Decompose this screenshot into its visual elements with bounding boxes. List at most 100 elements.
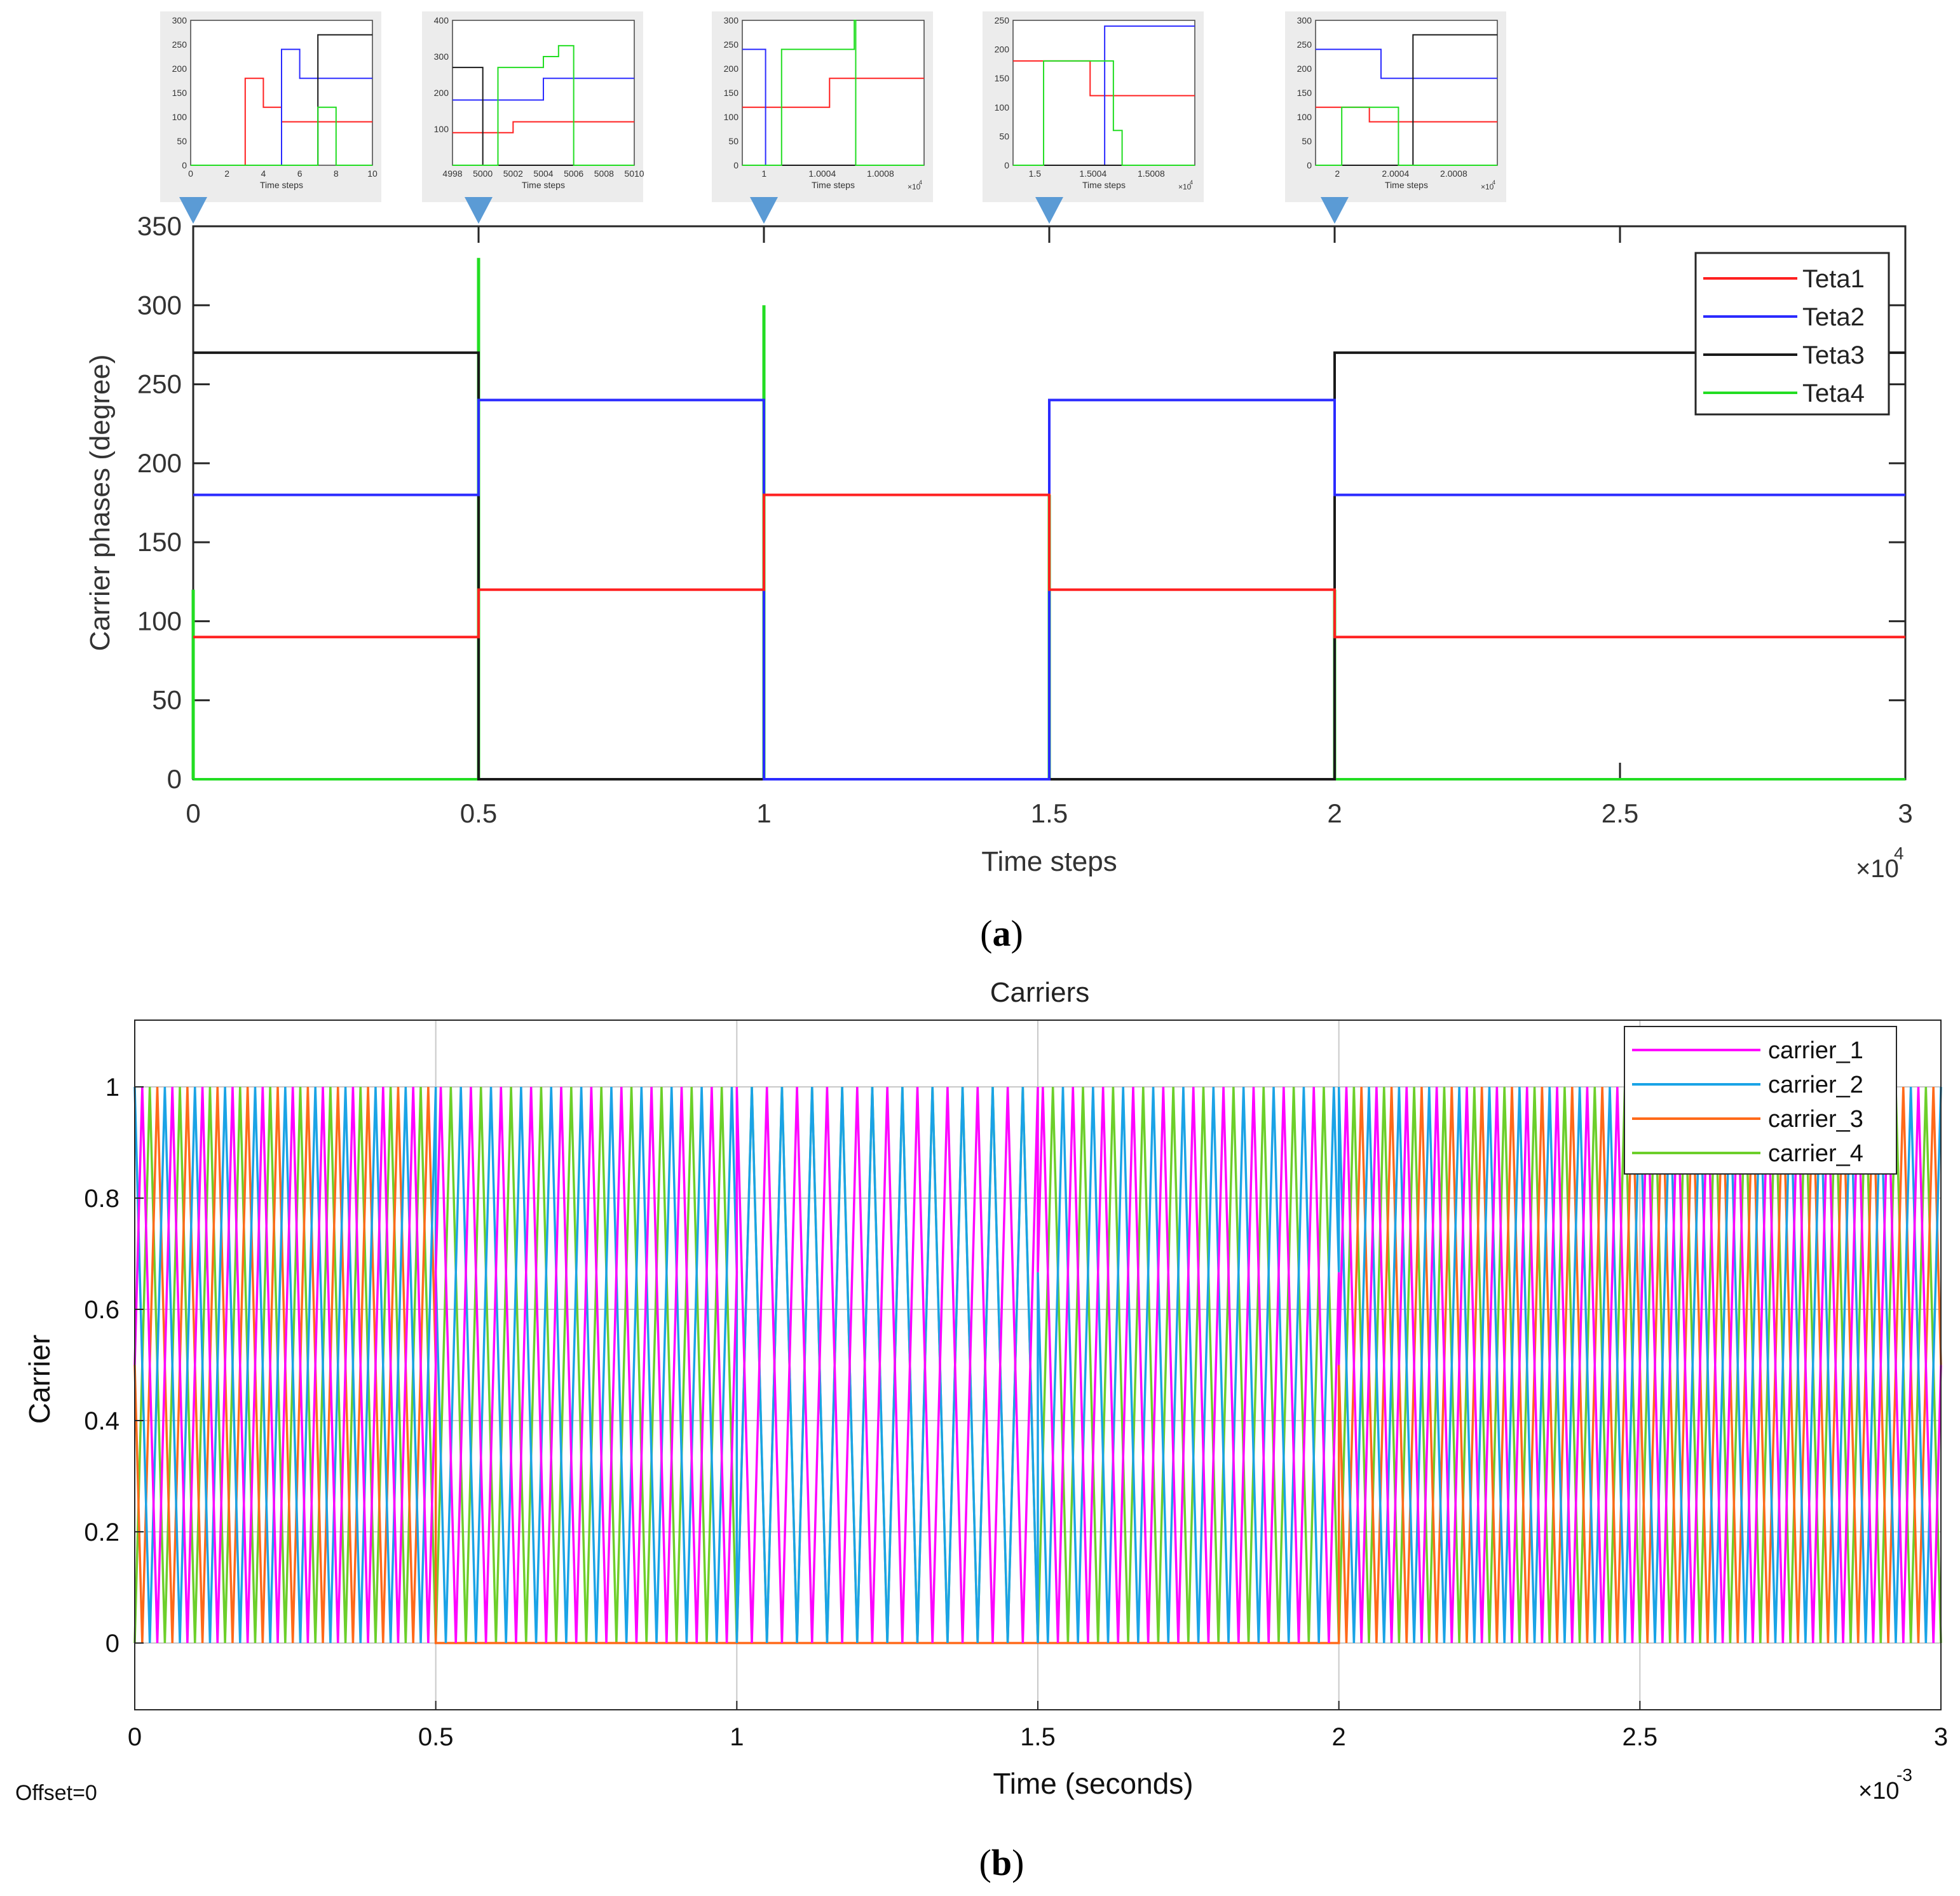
inset-xtick-label: 1.5008 [1138, 168, 1165, 179]
inset-ytick-label: 200 [1297, 64, 1312, 74]
chart-a-xtick-label: 1 [756, 798, 771, 828]
inset-xtick-label: 5010 [624, 168, 644, 179]
inset-ytick-label: 250 [724, 39, 739, 50]
inset-ytick-label: 50 [177, 136, 187, 146]
inset-xlabel: Time steps [812, 180, 855, 190]
chart-b-ytick-label: 1 [105, 1074, 119, 1101]
inset-ytick-label: 200 [172, 64, 187, 74]
inset-plot-area [1012, 20, 1195, 166]
chart-b-xtick-label: 1 [730, 1723, 744, 1751]
chart-a-series [191, 257, 1905, 781]
chart-b-xtick-label: 0 [128, 1723, 142, 1751]
inset-xtick-label: 5004 [533, 168, 553, 179]
inset-x-multiplier: ×10 [1178, 182, 1192, 191]
chart-b-legend: carrier_1 carrier_2 carrier_3 carrier_4 [1624, 1026, 1897, 1175]
chart-b-title: Carriers [990, 977, 1089, 1008]
chart-b-xtick-label: 2 [1332, 1723, 1346, 1751]
inset-trace-teta3 [1316, 34, 1497, 166]
chart-b-series [133, 1086, 1942, 1644]
inset-ytick-label: 200 [724, 64, 739, 74]
chart-a-legend-label: Teta4 [1802, 379, 1865, 407]
inset-ytick-label: 300 [1297, 15, 1312, 25]
chart-a-x-multiplier-base: ×10 [1856, 855, 1899, 883]
inset-ytick-label: 250 [1297, 39, 1312, 50]
inset-x-multiplier-exp: 4 [919, 179, 922, 186]
inset-trace-teta4 [191, 106, 372, 166]
inset-trace-teta4 [1013, 60, 1195, 166]
inset-ytick-label: 0 [733, 160, 738, 170]
chart-a-axes: 0 0.5 1 1.5 2 2.5 3 0 50 100 150 200 250 300 350 [137, 211, 1913, 828]
zoom-inset: 100 200 300 400 4998 5000 5002 5004 5006 5008 5010… [422, 11, 644, 202]
panel-a-letter: a [993, 913, 1011, 954]
inset-ytick-label: 200 [434, 88, 449, 98]
chart-a-legend: Teta1 Teta2 Teta3 Teta4 [1694, 252, 1890, 416]
chart-b-x-multiplier-base: ×10 [1858, 1778, 1899, 1804]
inset-xtick-label: 1.5 [1029, 168, 1042, 179]
chart-b-ytick-label: 0 [105, 1630, 119, 1658]
inset-ytick-label: 0 [182, 160, 187, 170]
chart-b-legend-label: carrier_2 [1768, 1072, 1863, 1098]
inset-ytick-label: 150 [995, 73, 1010, 83]
zoom-inset: 0 50 100 150 200 250 1.5 1.5004 1.5008 Time steps… [983, 11, 1204, 202]
inset-ytick-label: 50 [728, 136, 738, 146]
chart-b: Carriers 0 0.5 1 1.5 2 2.5 3 0 0.2 0.4 0.6 0.8 1 Tim… [15, 977, 1948, 1883]
inset-ytick-label: 300 [724, 15, 739, 25]
chart-a-legend-label: Teta2 [1802, 303, 1865, 331]
inset-ytick-label: 150 [724, 88, 739, 98]
inset-xtick-label: 8 [334, 168, 339, 179]
inset-trace-teta4 [742, 20, 924, 166]
inset-ytick-label: 50 [999, 131, 1009, 141]
chart-a-legend-label: Teta1 [1802, 265, 1865, 293]
inset-xtick-label: 1.5004 [1079, 168, 1106, 179]
chart-a-ytick-label: 200 [137, 448, 182, 478]
inset-xlabel: Time steps [260, 180, 303, 190]
chart-a-ytick-label: 0 [167, 764, 182, 794]
chart-b-legend-label: carrier_4 [1768, 1140, 1863, 1167]
chart-a-legend-label: Teta3 [1802, 341, 1865, 369]
inset-xtick-label: 1.0008 [867, 168, 894, 179]
inset-markers [179, 197, 1349, 224]
chart-b-ytick-label: 0.6 [84, 1296, 119, 1324]
inset-ytick-label: 400 [434, 15, 449, 25]
inset-ytick-label: 100 [172, 112, 187, 122]
chart-a-legend-box [1694, 252, 1890, 416]
zoom-inset: 0 50 100 150 200 250 300 1 1.0004 1.0008 Time step… [712, 11, 933, 202]
chart-a-xtick-label: 2 [1327, 798, 1342, 828]
inset-ytick-label: 0 [1004, 160, 1009, 170]
inset-xtick-label: 2 [1335, 168, 1340, 179]
inset-ytick-label: 250 [172, 39, 187, 50]
inset-xtick-label: 5008 [594, 168, 614, 179]
chart-b-series-line-carrier_1 [133, 1086, 1942, 1644]
chart-b-xlabel: Time (seconds) [993, 1767, 1193, 1800]
chart-b-legend-label: carrier_3 [1768, 1106, 1863, 1133]
zoom-inset: 0 50 100 150 200 250 300 0 2 4 6 8 10 Time steps [160, 11, 381, 202]
inset-ytick-label: 150 [1297, 88, 1312, 98]
chart-a-xlabel: Time steps [981, 846, 1117, 877]
chart-b-x-multiplier-exp: -3 [1896, 1765, 1912, 1785]
inset-xtick-label: 0 [188, 168, 193, 179]
chart-b-xtick-label: 2.5 [1623, 1723, 1658, 1751]
chart-b-offset-note: Offset=0 [15, 1781, 97, 1805]
chart-b-xtick-label: 0.5 [418, 1723, 454, 1751]
inset-ytick-label: 100 [434, 124, 449, 134]
inset-x-multiplier: ×10 [1481, 182, 1494, 191]
chart-a-xtick-label: 1.5 [1031, 798, 1068, 828]
chart-a-ylabel: Carrier phases (degree) [85, 354, 116, 651]
inset-plot-area [742, 20, 925, 166]
inset-marker-arrow [1035, 197, 1063, 224]
inset-marker-arrow [1321, 197, 1349, 224]
panel-a-caption: (a) [980, 913, 1023, 954]
inset-ytick-label: 50 [1302, 136, 1312, 146]
chart-b-legend-label: carrier_1 [1768, 1037, 1863, 1064]
inset-xtick-label: 4 [261, 168, 266, 179]
chart-b-ytick-label: 0.2 [84, 1518, 119, 1546]
inset-x-multiplier: ×10 [908, 182, 921, 191]
chart-a-ytick-label: 250 [137, 369, 182, 399]
inset-marker-arrow [750, 197, 778, 224]
chart-a-xtick-label: 0.5 [460, 798, 497, 828]
inset-trace-teta2 [1316, 48, 1497, 79]
chart-b-axes: 0 0.5 1 1.5 2 2.5 3 0 0.2 0.4 0.6 0.8 1 [84, 1074, 1948, 1751]
inset-xtick-label: 2.0008 [1440, 168, 1467, 179]
